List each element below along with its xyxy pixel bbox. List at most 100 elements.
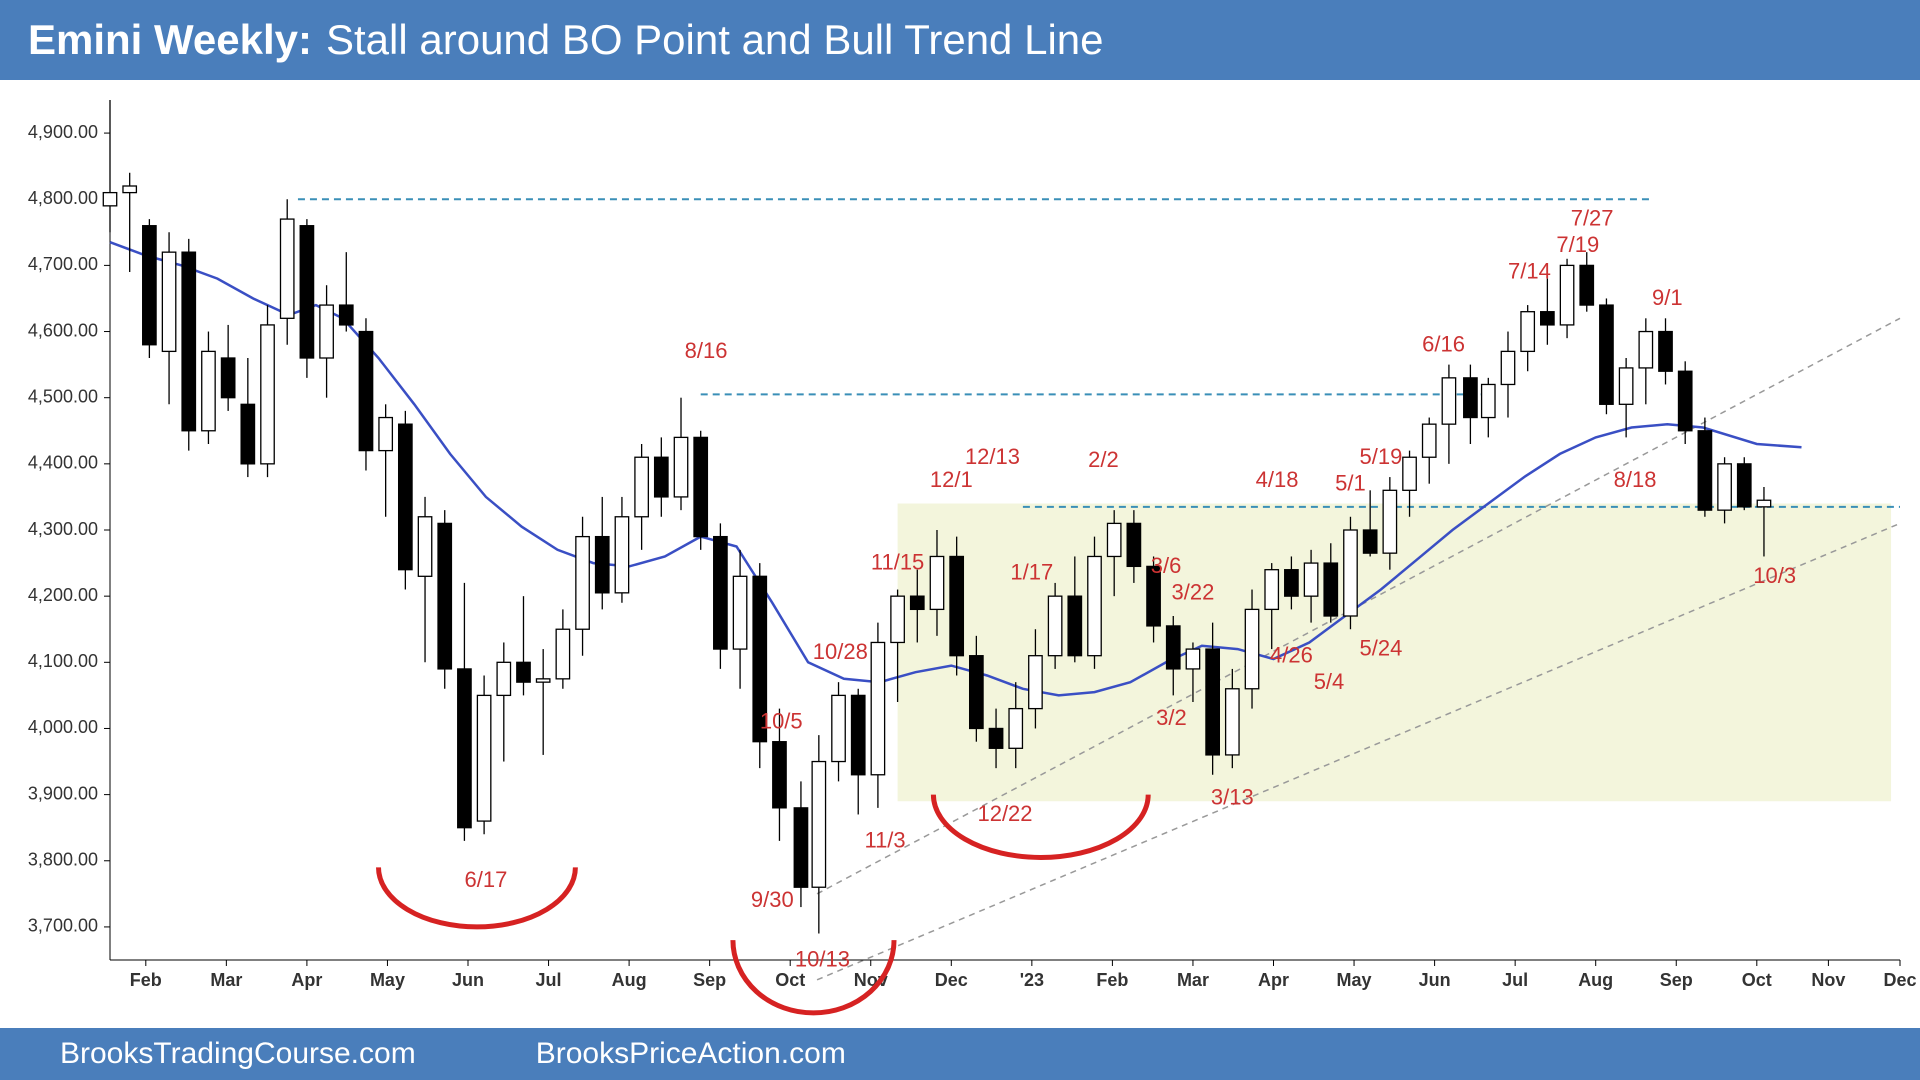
- header-bar: Emini Weekly: Stall around BO Point and …: [0, 0, 1920, 80]
- y-axis-label: 4,700.00: [28, 254, 98, 274]
- candle-body: [596, 537, 609, 593]
- candle-body: [261, 325, 274, 464]
- footer-link-priceaction: BrooksPriceAction.com: [536, 1037, 846, 1071]
- chart-annotation: 10/13: [795, 947, 850, 972]
- bottom-arc: [933, 795, 1148, 858]
- candle-body: [1423, 424, 1436, 457]
- candle-body: [320, 305, 333, 358]
- candle-body: [418, 517, 431, 577]
- y-axis-label: 4,500.00: [28, 386, 98, 406]
- x-axis-label: May: [1337, 970, 1372, 990]
- candle-body: [714, 537, 727, 649]
- candle-body: [1678, 371, 1691, 431]
- y-axis-label: 4,200.00: [28, 585, 98, 605]
- candle-body: [517, 662, 530, 682]
- x-axis-label: Dec: [1883, 970, 1916, 990]
- chart-annotation: 8/18: [1614, 467, 1657, 492]
- candle-body: [1738, 464, 1751, 507]
- candle-body: [1127, 523, 1140, 566]
- chart-annotation: 10/3: [1753, 563, 1796, 588]
- x-axis-label: Jul: [1502, 970, 1528, 990]
- chart-annotation: 9/1: [1652, 285, 1683, 310]
- chart-annotation: 7/14: [1508, 259, 1551, 284]
- candle-body: [674, 437, 687, 497]
- y-axis-label: 4,300.00: [28, 519, 98, 539]
- chart-annotation: 1/17: [1010, 560, 1053, 585]
- chart-annotation: 3/13: [1211, 785, 1254, 810]
- y-axis-label: 4,600.00: [28, 320, 98, 340]
- candle-body: [576, 537, 589, 630]
- y-axis-label: 4,100.00: [28, 651, 98, 671]
- y-axis-label: 3,800.00: [28, 850, 98, 870]
- candle-body: [143, 226, 156, 345]
- x-axis-label: Aug: [612, 970, 647, 990]
- footer-bar: BrooksTradingCourse.com BrooksPriceActio…: [0, 1028, 1920, 1080]
- candle-body: [1167, 626, 1180, 669]
- x-axis-label: Feb: [130, 970, 162, 990]
- y-axis-label: 4,900.00: [28, 122, 98, 142]
- candle-body: [911, 596, 924, 609]
- y-axis-label: 4,800.00: [28, 188, 98, 208]
- candle-body: [694, 437, 707, 536]
- candle-body: [773, 742, 786, 808]
- candle-body: [1482, 384, 1495, 417]
- candle-body: [832, 695, 845, 761]
- candle-body: [655, 457, 668, 497]
- x-axis-label: Oct: [1742, 970, 1772, 990]
- chart-annotation: 7/19: [1556, 232, 1599, 257]
- candle-body: [497, 662, 510, 695]
- x-axis-label: Apr: [291, 970, 322, 990]
- candle-body: [970, 656, 983, 729]
- x-axis-label: Mar: [210, 970, 242, 990]
- header-title-bold: Emini Weekly:: [28, 16, 312, 64]
- candle-body: [1383, 490, 1396, 553]
- chart-annotation: 12/13: [965, 444, 1020, 469]
- candle-body: [438, 523, 451, 669]
- x-axis-label: Jun: [1419, 970, 1451, 990]
- candle-body: [536, 679, 549, 682]
- x-axis-label: Sep: [1660, 970, 1693, 990]
- candle-body: [1464, 378, 1477, 418]
- candle-body: [1757, 500, 1770, 507]
- candle-body: [1009, 709, 1022, 749]
- chart-annotation: 10/28: [813, 639, 868, 664]
- candle-body: [794, 808, 807, 887]
- candle-body: [930, 556, 943, 609]
- chart-annotation: 7/27: [1571, 206, 1614, 231]
- candle-body: [1541, 312, 1554, 325]
- y-axis-label: 3,900.00: [28, 783, 98, 803]
- x-axis-label: Nov: [1811, 970, 1845, 990]
- candlestick-chart-svg: 3,700.003,800.003,900.004,000.004,100.00…: [0, 80, 1920, 1028]
- y-axis-label: 4,000.00: [28, 717, 98, 737]
- chart-annotation: 11/3: [864, 828, 905, 853]
- candle-body: [1324, 563, 1337, 616]
- chart-annotation: 5/19: [1359, 444, 1402, 469]
- chart-annotation: 4/26: [1270, 642, 1313, 667]
- candle-body: [300, 226, 313, 358]
- candle-body: [1600, 305, 1613, 404]
- candle-body: [1344, 530, 1357, 616]
- chart-annotation: 5/24: [1359, 636, 1402, 661]
- candle-body: [1245, 609, 1258, 688]
- candle-body: [1560, 265, 1573, 325]
- candle-body: [458, 669, 471, 828]
- candle-body: [1698, 431, 1711, 510]
- candle-body: [280, 219, 293, 318]
- candle-body: [340, 305, 353, 325]
- x-axis-label: May: [370, 970, 405, 990]
- chart-annotation: 6/16: [1422, 331, 1465, 356]
- candle-body: [989, 728, 1002, 748]
- candle-body: [182, 252, 195, 431]
- candle-body: [1639, 332, 1652, 368]
- candle-body: [635, 457, 648, 517]
- candle-body: [1265, 570, 1278, 610]
- x-axis-label: '23: [1020, 970, 1044, 990]
- candle-body: [733, 576, 746, 649]
- chart-annotation: 10/5: [760, 708, 803, 733]
- candle-body: [891, 596, 904, 642]
- candle-body: [1363, 530, 1376, 553]
- candle-body: [162, 252, 175, 351]
- x-axis-label: Aug: [1578, 970, 1613, 990]
- candle-body: [1029, 656, 1042, 709]
- x-axis-label: Jun: [452, 970, 484, 990]
